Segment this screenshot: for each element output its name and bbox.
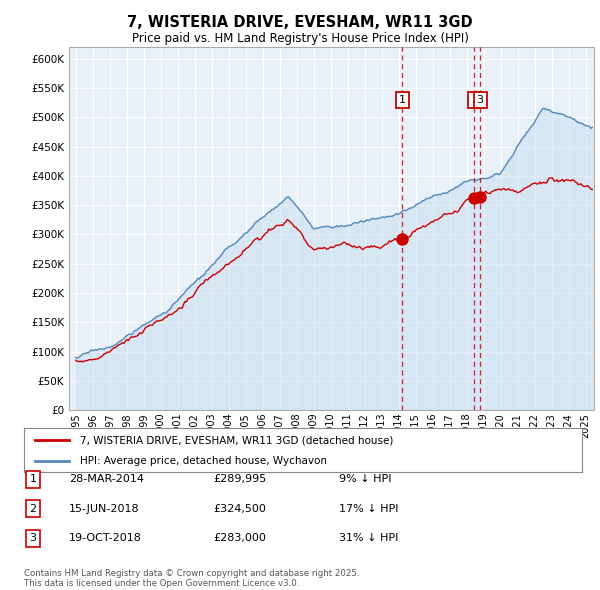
Text: 9% ↓ HPI: 9% ↓ HPI [339,474,391,484]
Text: 17% ↓ HPI: 17% ↓ HPI [339,504,398,513]
Text: 28-MAR-2014: 28-MAR-2014 [69,474,144,484]
Text: 7, WISTERIA DRIVE, EVESHAM, WR11 3GD (detached house): 7, WISTERIA DRIVE, EVESHAM, WR11 3GD (de… [80,435,393,445]
Text: 1: 1 [29,474,37,484]
Text: 2: 2 [29,504,37,513]
Text: 1: 1 [399,95,406,105]
Text: Price paid vs. HM Land Registry's House Price Index (HPI): Price paid vs. HM Land Registry's House … [131,32,469,45]
Text: £283,000: £283,000 [213,533,266,543]
Text: 19-OCT-2018: 19-OCT-2018 [69,533,142,543]
Text: HPI: Average price, detached house, Wychavon: HPI: Average price, detached house, Wych… [80,456,327,466]
Text: 31% ↓ HPI: 31% ↓ HPI [339,533,398,543]
Text: 3: 3 [476,95,484,105]
Text: 2: 2 [471,95,478,105]
Text: 15-JUN-2018: 15-JUN-2018 [69,504,140,513]
Text: £324,500: £324,500 [213,504,266,513]
Text: Contains HM Land Registry data © Crown copyright and database right 2025.
This d: Contains HM Land Registry data © Crown c… [24,569,359,588]
Text: 7, WISTERIA DRIVE, EVESHAM, WR11 3GD: 7, WISTERIA DRIVE, EVESHAM, WR11 3GD [127,15,473,30]
Text: 3: 3 [29,533,37,543]
Text: £289,995: £289,995 [213,474,266,484]
